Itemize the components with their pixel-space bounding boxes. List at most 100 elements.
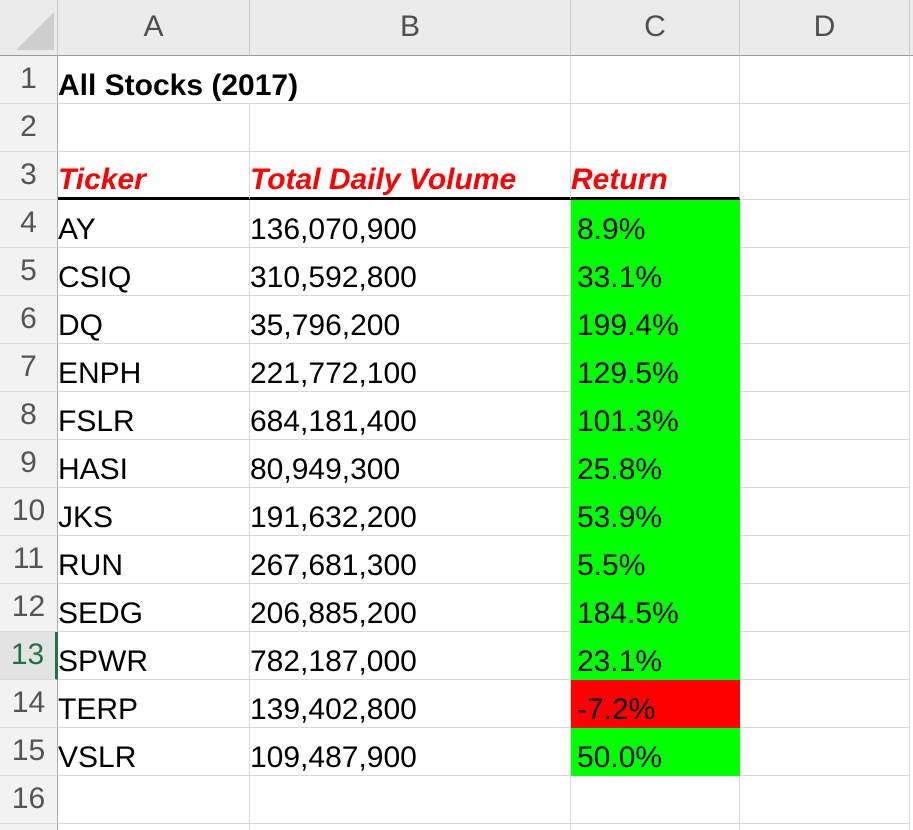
- cell-a13[interactable]: SPWR: [58, 632, 250, 680]
- cell-c3[interactable]: Return: [571, 152, 740, 200]
- sheet-row-6: 6 DQ 35,796,200 199.4%: [0, 296, 913, 344]
- cell-d14[interactable]: [740, 680, 910, 728]
- cell-b15[interactable]: 109,487,900: [250, 728, 571, 776]
- cell-b12[interactable]: 206,885,200: [250, 584, 571, 632]
- sheet-row-12: 12 SEDG 206,885,200 184.5%: [0, 584, 913, 632]
- sheet-row-15: 15 VSLR 109,487,900 50.0%: [0, 728, 913, 776]
- sheet-row-1: 1 All Stocks (2017): [0, 56, 913, 104]
- cell-c15[interactable]: 50.0%: [571, 728, 740, 776]
- row-header-10[interactable]: 10: [0, 488, 58, 536]
- cell-b16[interactable]: [250, 776, 571, 824]
- cell-a1[interactable]: All Stocks (2017): [58, 56, 298, 104]
- row-header-4[interactable]: 4: [0, 200, 58, 248]
- column-header-d[interactable]: D: [740, 0, 910, 56]
- cell-d6[interactable]: [740, 296, 910, 344]
- cell-c4[interactable]: 8.9%: [571, 200, 740, 248]
- cell-a-sliver: [58, 824, 250, 830]
- cell-d1[interactable]: [740, 56, 910, 104]
- cell-d-sliver: [740, 824, 910, 830]
- cell-d13[interactable]: [740, 632, 910, 680]
- sheet-row-8: 8 FSLR 684,181,400 101.3%: [0, 392, 913, 440]
- sheet-row-13: 13 SPWR 782,187,000 23.1%: [0, 632, 913, 680]
- cell-c16[interactable]: [571, 776, 740, 824]
- row-header-6[interactable]: 6: [0, 296, 58, 344]
- cell-b10[interactable]: 191,632,200: [250, 488, 571, 536]
- cell-b11[interactable]: 267,681,300: [250, 536, 571, 584]
- cell-d12[interactable]: [740, 584, 910, 632]
- column-header-a[interactable]: A: [58, 0, 250, 56]
- cell-a2[interactable]: [58, 104, 250, 152]
- cell-b4[interactable]: 136,070,900: [250, 200, 571, 248]
- row-header-3[interactable]: 3: [0, 152, 58, 200]
- row-header-7[interactable]: 7: [0, 344, 58, 392]
- cell-a6[interactable]: DQ: [58, 296, 250, 344]
- row-header-5[interactable]: 5: [0, 248, 58, 296]
- cell-c10[interactable]: 53.9%: [571, 488, 740, 536]
- cell-c11[interactable]: 5.5%: [571, 536, 740, 584]
- cell-c2[interactable]: [571, 104, 740, 152]
- cell-a11[interactable]: RUN: [58, 536, 250, 584]
- cell-c7[interactable]: 129.5%: [571, 344, 740, 392]
- cell-a12[interactable]: SEDG: [58, 584, 250, 632]
- row-header-8[interactable]: 8: [0, 392, 58, 440]
- cell-d16[interactable]: [740, 776, 910, 824]
- cell-d9[interactable]: [740, 440, 910, 488]
- cell-b3[interactable]: Total Daily Volume: [250, 152, 571, 200]
- cell-b13[interactable]: 782,187,000: [250, 632, 571, 680]
- cell-c6[interactable]: 199.4%: [571, 296, 740, 344]
- row-header-1[interactable]: 1: [0, 56, 58, 104]
- cell-d15[interactable]: [740, 728, 910, 776]
- column-header-c[interactable]: C: [571, 0, 740, 56]
- select-all-corner[interactable]: [0, 0, 58, 56]
- row-header-15[interactable]: 15: [0, 728, 58, 776]
- cell-a16[interactable]: [58, 776, 250, 824]
- cell-d11[interactable]: [740, 536, 910, 584]
- cell-d5[interactable]: [740, 248, 910, 296]
- cell-a10[interactable]: JKS: [58, 488, 250, 536]
- cell-d8[interactable]: [740, 392, 910, 440]
- cell-d2[interactable]: [740, 104, 910, 152]
- cell-c5[interactable]: 33.1%: [571, 248, 740, 296]
- cell-d7[interactable]: [740, 344, 910, 392]
- cell-a7[interactable]: ENPH: [58, 344, 250, 392]
- cell-b6[interactable]: 35,796,200: [250, 296, 571, 344]
- row-header-2[interactable]: 2: [0, 104, 58, 152]
- cell-a5[interactable]: CSIQ: [58, 248, 250, 296]
- cell-c12[interactable]: 184.5%: [571, 584, 740, 632]
- cell-b14[interactable]: 139,402,800: [250, 680, 571, 728]
- cell-b5[interactable]: 310,592,800: [250, 248, 571, 296]
- row-header-11[interactable]: 11: [0, 536, 58, 584]
- cell-a15[interactable]: VSLR: [58, 728, 250, 776]
- row-header-14[interactable]: 14: [0, 680, 58, 728]
- cell-d3[interactable]: [740, 152, 910, 200]
- sheet-row-9: 9 HASI 80,949,300 25.8%: [0, 440, 913, 488]
- cell-c9[interactable]: 25.8%: [571, 440, 740, 488]
- cell-b9[interactable]: 80,949,300: [250, 440, 571, 488]
- row-header-13[interactable]: 13: [0, 632, 58, 680]
- cell-d10[interactable]: [740, 488, 910, 536]
- cell-b8[interactable]: 684,181,400: [250, 392, 571, 440]
- cell-b1[interactable]: [250, 56, 571, 104]
- row-header-9[interactable]: 9: [0, 440, 58, 488]
- row-header-12[interactable]: 12: [0, 584, 58, 632]
- cell-a9[interactable]: HASI: [58, 440, 250, 488]
- cell-b7[interactable]: 221,772,100: [250, 344, 571, 392]
- cell-a14[interactable]: TERP: [58, 680, 250, 728]
- sheet-row-2: 2: [0, 104, 913, 152]
- cell-a3[interactable]: Ticker: [58, 152, 250, 200]
- sheet-row-16: 16: [0, 776, 913, 824]
- sheet-row-11: 11 RUN 267,681,300 5.5%: [0, 536, 913, 584]
- row-header-16[interactable]: 16: [0, 776, 58, 824]
- cell-c13[interactable]: 23.1%: [571, 632, 740, 680]
- cell-b2[interactable]: [250, 104, 571, 152]
- sheet-row-5: 5 CSIQ 310,592,800 33.1%: [0, 248, 913, 296]
- cell-a4[interactable]: AY: [58, 200, 250, 248]
- cell-d4[interactable]: [740, 200, 910, 248]
- column-header-b[interactable]: B: [250, 0, 571, 56]
- cell-c1[interactable]: [571, 56, 740, 104]
- cell-c8[interactable]: 101.3%: [571, 392, 740, 440]
- cell-a8[interactable]: FSLR: [58, 392, 250, 440]
- cell-c14[interactable]: -7.2%: [571, 680, 740, 728]
